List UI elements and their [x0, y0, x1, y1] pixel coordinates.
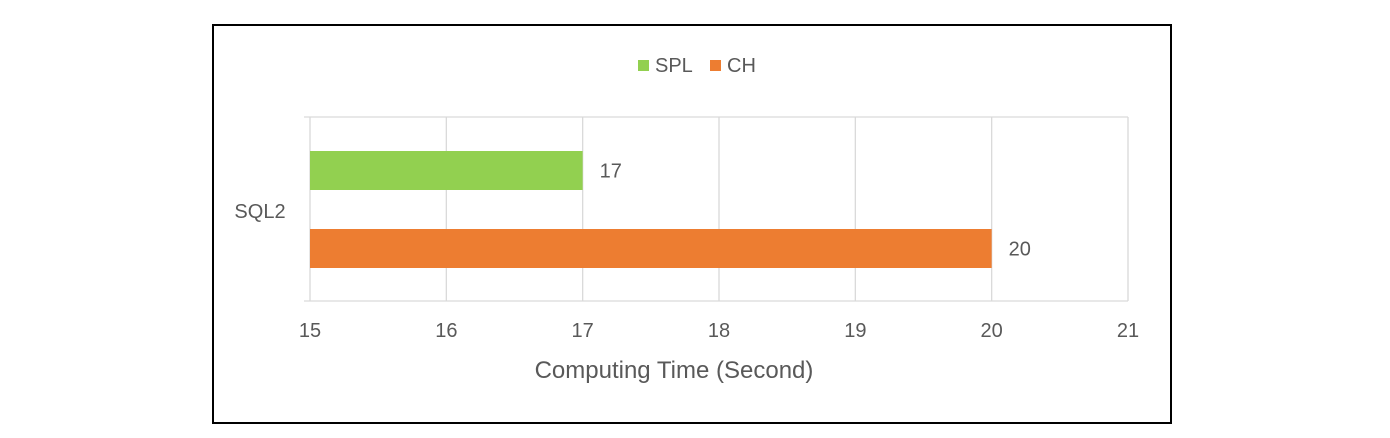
x-tick-label: 20 [981, 320, 1003, 342]
x-tick-label: 21 [1117, 320, 1139, 342]
legend-swatch-spl [638, 60, 649, 71]
bar-spl [310, 151, 583, 190]
data-label: 17 [600, 161, 622, 183]
y-category-label: SQL2 [234, 201, 285, 223]
x-tick-label: 16 [435, 320, 457, 342]
x-tick-label: 15 [299, 320, 321, 342]
bars [310, 151, 992, 268]
x-tick-label: 17 [572, 320, 594, 342]
x-tick-label: 19 [844, 320, 866, 342]
x-tick-label: 18 [708, 320, 730, 342]
legend-swatch-ch [710, 60, 721, 71]
legend-label: SPL [655, 55, 693, 77]
bar-ch [310, 229, 992, 268]
data-label: 20 [1009, 239, 1031, 261]
x-axis-ticks: 15 16 17 18 19 20 21 [299, 320, 1139, 342]
grid-lines [304, 116, 1129, 302]
y-axis-categories: SQL2 [234, 201, 285, 223]
legend: SPL CH [638, 55, 756, 77]
legend-label: CH [727, 55, 756, 77]
chart-frame: SPL CH 17 20 15 16 17 18 19 20 21 SQL2 Computing… [212, 24, 1172, 424]
x-axis-title: Computing Time (Second) [535, 357, 814, 384]
